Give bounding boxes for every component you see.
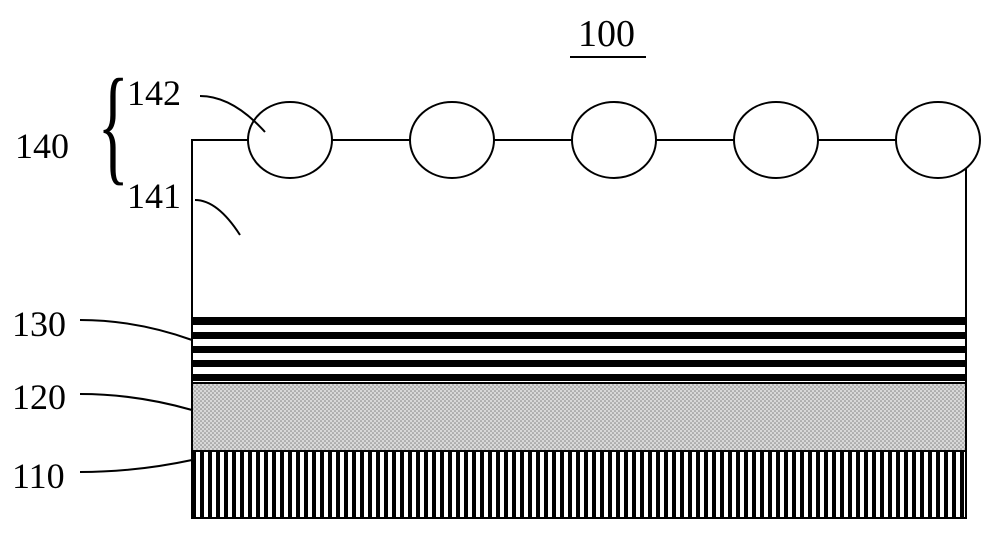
circle-142 <box>248 102 332 178</box>
circle-142 <box>410 102 494 178</box>
layer-110 <box>192 451 966 518</box>
layer-diagram <box>0 0 1000 544</box>
circle-142 <box>572 102 656 178</box>
circle-142 <box>734 102 818 178</box>
layer-120 <box>192 383 966 451</box>
layer-130 <box>192 318 966 383</box>
circle-142 <box>896 102 980 178</box>
leader-110 <box>80 460 192 472</box>
leader-130 <box>80 320 192 340</box>
leader-120 <box>80 394 192 410</box>
